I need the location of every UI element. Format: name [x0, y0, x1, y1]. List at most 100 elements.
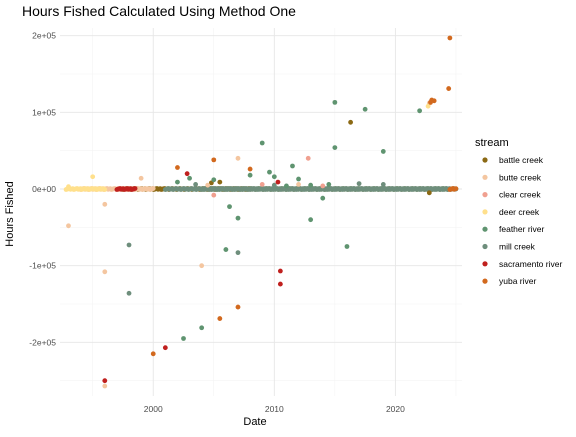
legend-item: deer creek	[482, 207, 540, 217]
point-feather-river	[326, 182, 332, 187]
point-mill-creek	[380, 182, 386, 187]
y-axis-ticks: 2e+05 1e+05 0e+00 -1e+05 -2e+05	[29, 31, 56, 348]
point-battle-creek	[348, 119, 353, 125]
y-tick-label: 2e+05	[32, 31, 56, 41]
legend-label: clear creek	[499, 190, 541, 200]
point-feather-river	[308, 217, 314, 223]
point-feather-river	[290, 163, 295, 169]
x-tick-label: 2020	[386, 404, 405, 414]
legend-item: mill creek	[482, 242, 536, 252]
point-feather-river	[235, 215, 241, 221]
legend-key	[482, 157, 488, 163]
point-feather-river	[344, 244, 350, 249]
legend-key	[482, 174, 488, 180]
point-butte-creek	[102, 269, 108, 275]
point-yuba-river	[247, 166, 253, 172]
point-clear-creek	[259, 182, 265, 187]
x-axis-ticks: 2000 2010 2020	[144, 404, 405, 414]
data-points	[63, 35, 459, 389]
x-axis-title: Date	[243, 416, 266, 428]
point-deer-creek	[102, 187, 108, 192]
legend-key	[482, 278, 488, 284]
point-mill-creek	[271, 182, 277, 188]
grid	[60, 28, 462, 396]
point-feather-river	[380, 149, 386, 154]
point-feather-river	[175, 179, 180, 185]
legend-key	[482, 226, 488, 232]
point-yuba-river	[446, 86, 452, 91]
point-feather-river	[284, 183, 289, 189]
point-feather-river	[267, 169, 272, 175]
point-feather-river	[417, 108, 423, 114]
point-feather-river	[247, 172, 253, 178]
point-deer-creek	[90, 174, 96, 180]
legend-key	[482, 192, 488, 198]
point-feather-river	[211, 177, 217, 183]
x-tick-label: 2000	[144, 404, 163, 414]
point-deer-creek	[66, 184, 71, 190]
point-battle-creek	[217, 179, 223, 185]
y-tick-label: -1e+05	[29, 261, 56, 271]
point-clear-creek	[320, 183, 326, 189]
point-butte-creek	[66, 223, 71, 229]
legend-label: deer creek	[499, 207, 540, 217]
point-sacramento-river	[162, 345, 168, 351]
point-mill-creek	[193, 182, 199, 187]
legend-label: battle creek	[499, 155, 544, 165]
point-sacramento-river	[277, 268, 283, 274]
point-feather-river	[332, 99, 338, 105]
legend-label: sacramento river	[499, 259, 562, 269]
legend-title: stream	[475, 137, 509, 149]
point-sacramento-river	[184, 171, 190, 177]
point-feather-river	[223, 247, 229, 252]
point-clear-creek	[211, 192, 217, 198]
point-sacramento-river	[275, 179, 281, 185]
legend-key	[482, 261, 488, 267]
point-yuba-river	[211, 157, 217, 163]
legend-item: yuba river	[482, 276, 536, 286]
point-feather-river	[296, 176, 301, 182]
point-feather-river	[308, 182, 314, 188]
legend-item: butte creek	[482, 172, 542, 182]
point-butte-creek	[205, 182, 211, 188]
point-yuba-river	[150, 351, 156, 357]
point-butte-creek	[102, 201, 108, 207]
legend-label: mill creek	[499, 242, 536, 252]
point-yuba-river	[447, 35, 453, 41]
point-clear-creek	[305, 155, 311, 161]
point-yuba-river	[235, 304, 241, 310]
point-feather-river	[199, 325, 205, 331]
point-sacramento-river	[132, 186, 138, 191]
point-yuba-river	[428, 99, 433, 105]
point-yuba-river	[175, 165, 180, 170]
point-mill-creek	[126, 242, 132, 248]
point-butte-creek	[102, 383, 108, 389]
y-axis-title: Hours Fished	[4, 181, 16, 246]
legend-item: sacramento river	[482, 259, 562, 269]
point-yuba-river	[217, 316, 223, 321]
legend-key	[482, 209, 488, 215]
legend-key	[482, 243, 488, 250]
point-butte-creek	[150, 186, 156, 191]
y-tick-label: 0e+00	[32, 184, 56, 194]
legend-item: feather river	[482, 224, 545, 234]
chart-title: Hours Fished Calculated Using Method One	[22, 3, 296, 19]
y-tick-label: -2e+05	[29, 337, 56, 347]
point-butte-creek	[235, 155, 241, 161]
legend-item: clear creek	[482, 190, 541, 200]
point-deer-creek	[425, 103, 431, 109]
legend-item: battle creek	[482, 155, 544, 165]
point-feather-river	[332, 145, 338, 151]
point-mill-creek	[356, 181, 362, 187]
point-feather-river	[259, 140, 265, 146]
point-mill-creek	[126, 290, 132, 296]
point-feather-river	[362, 106, 368, 112]
y-tick-label: 1e+05	[32, 107, 56, 117]
point-butte-creek	[138, 175, 144, 181]
point-butte-creek	[296, 182, 301, 187]
x-tick-label: 2010	[265, 404, 284, 414]
point-feather-river	[227, 204, 232, 210]
legend-label: yuba river	[499, 276, 536, 286]
legend-label: butte creek	[499, 172, 542, 182]
